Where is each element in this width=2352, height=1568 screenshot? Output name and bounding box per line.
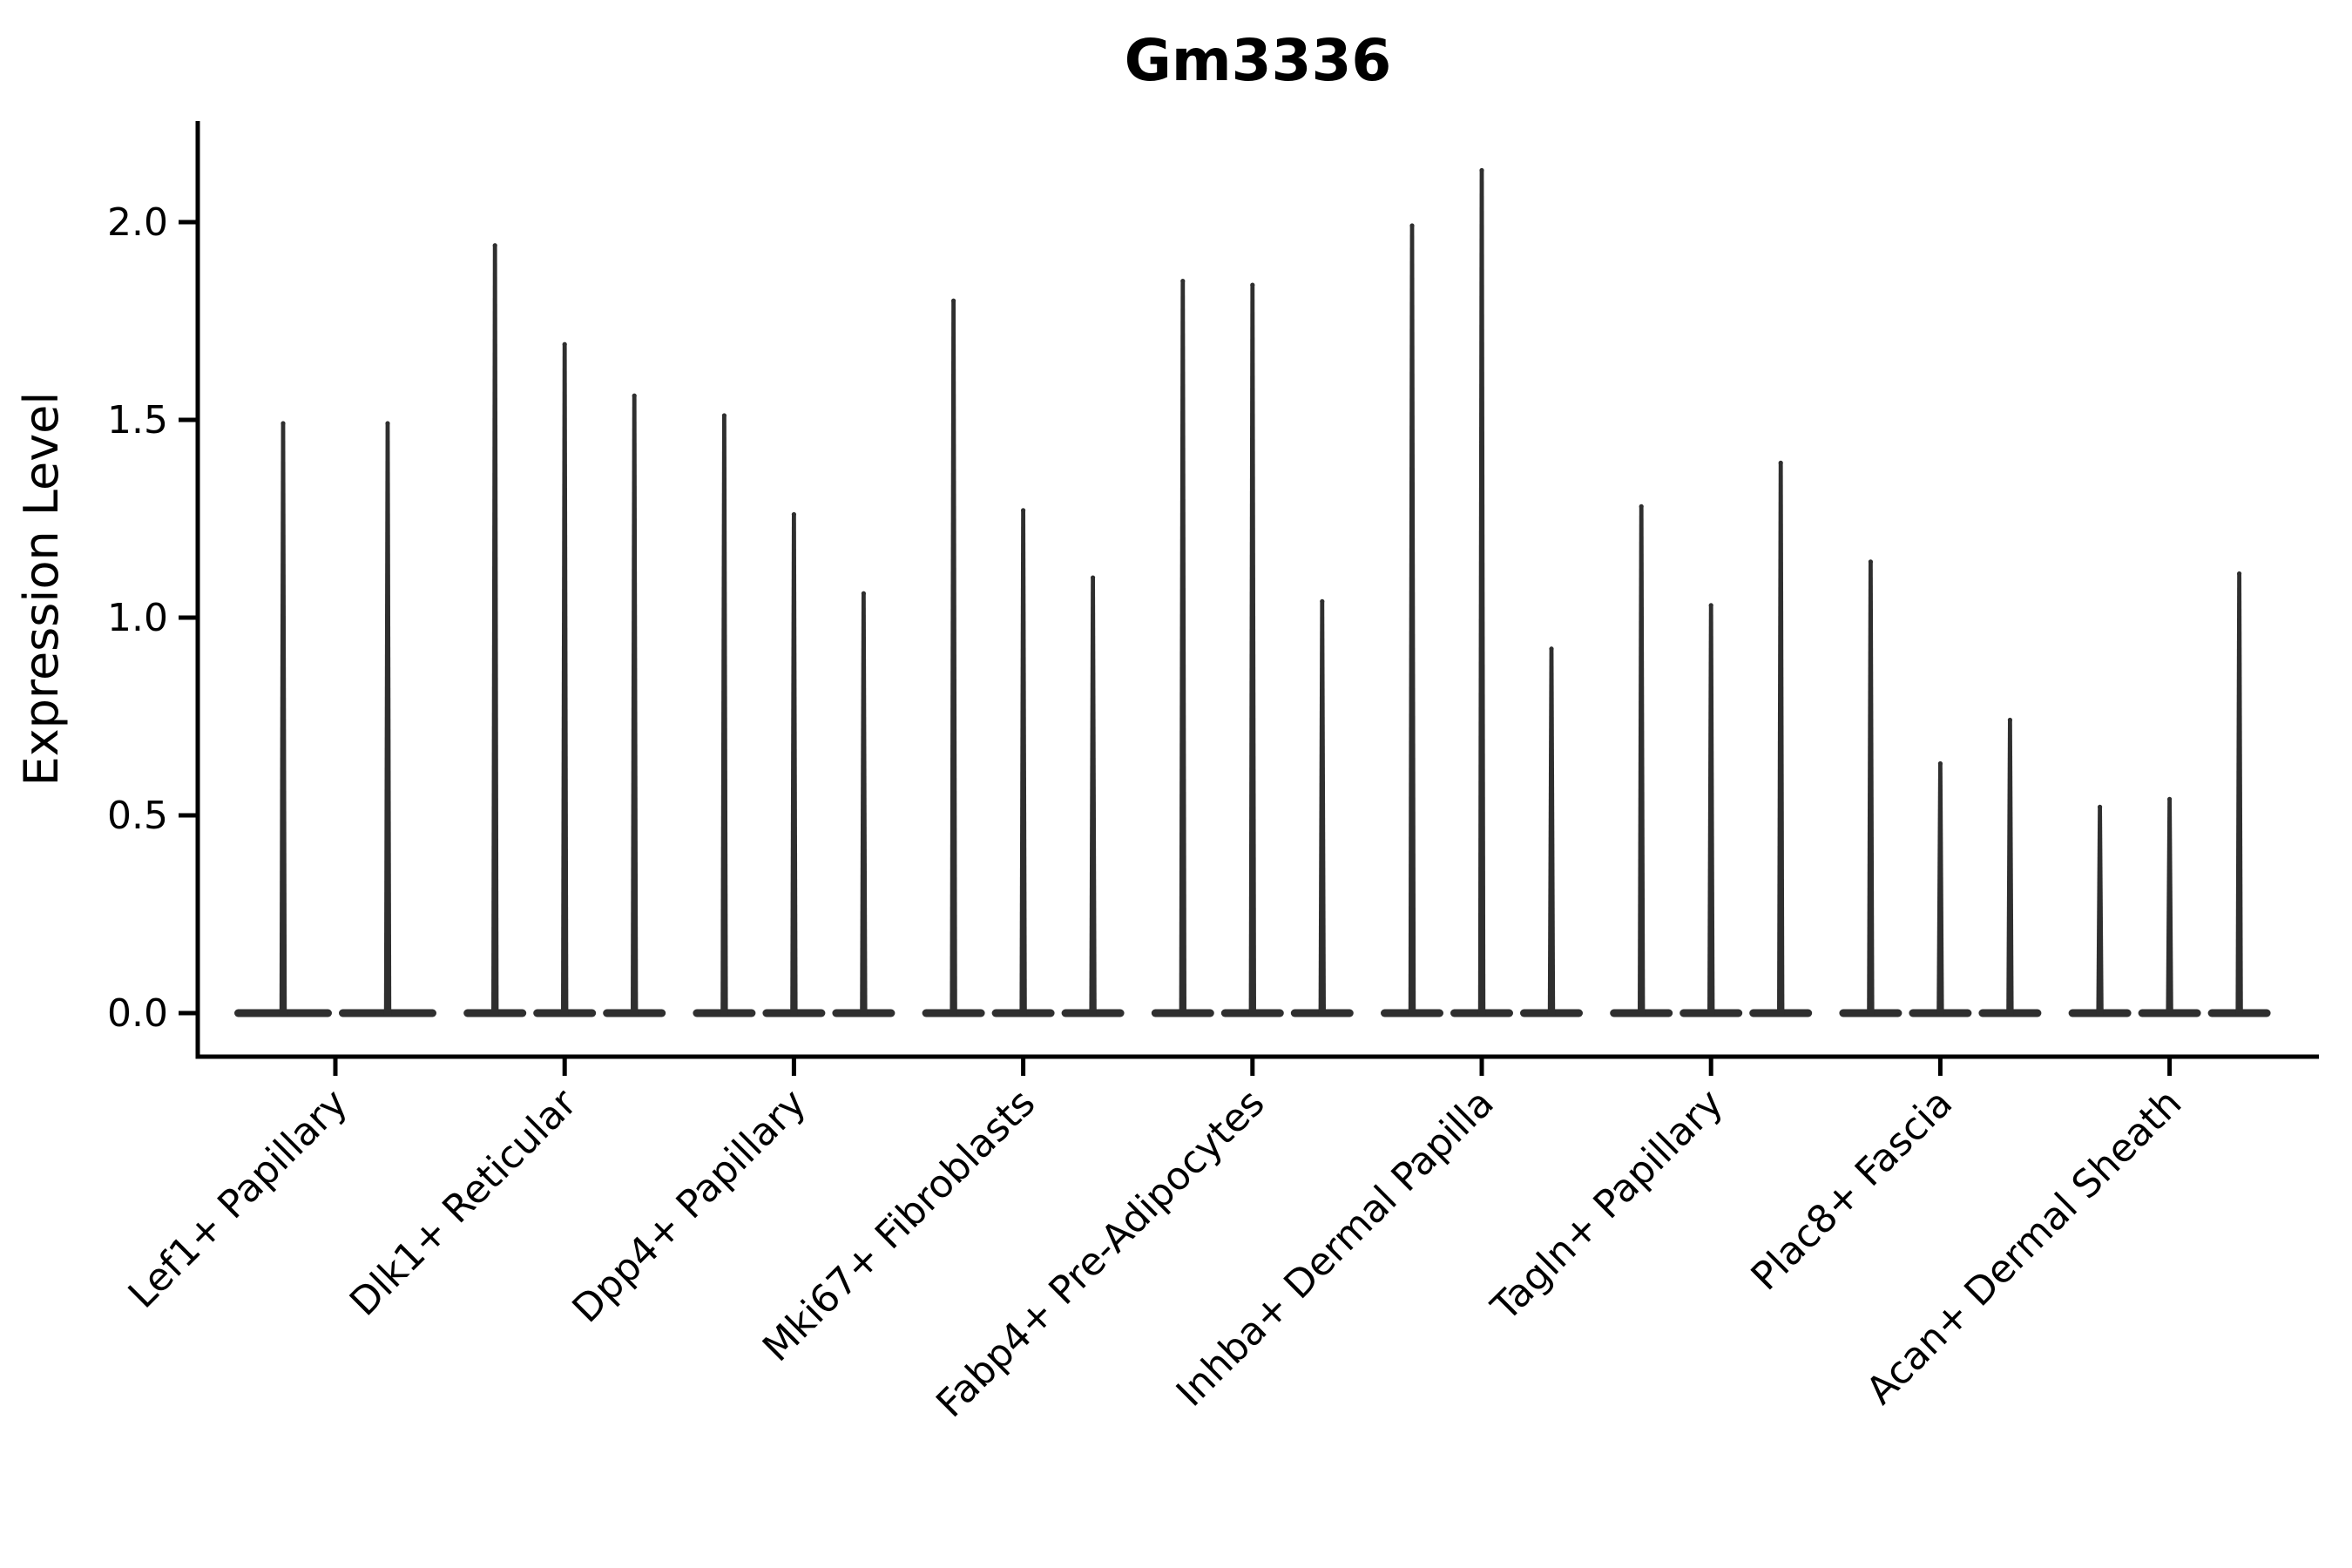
violin-spike (2096, 807, 2104, 1015)
violin-spike-tip (2237, 571, 2242, 577)
violin-spike (631, 395, 639, 1016)
violin-spike-tip (1409, 223, 1415, 228)
violin-spike (561, 344, 569, 1015)
violin-spike (720, 415, 728, 1015)
violin-spike (1408, 226, 1416, 1015)
violin-spike (2235, 573, 2243, 1015)
violin-spike-tip (1778, 460, 1783, 466)
violin-spike-tip (1868, 559, 1873, 564)
x-tick-label: Lef1+ Papillary (120, 1081, 356, 1317)
violin-spike-tip (1250, 282, 1255, 287)
violin-spike-tip (2098, 804, 2103, 809)
violin-spike (790, 514, 798, 1015)
violin-spike-tip (562, 341, 567, 347)
violin-spike (491, 245, 499, 1015)
violin-spike-tip (861, 591, 867, 596)
violin-spike-tip (1021, 508, 1026, 513)
violin-spike (1019, 510, 1027, 1015)
violin-spike (2166, 799, 2173, 1015)
violin-spike (1089, 578, 1097, 1015)
violin-spike (1867, 561, 1875, 1015)
y-tick-label: 1.0 (107, 596, 168, 640)
violin-spike-tip (1937, 760, 1943, 767)
violin-spike (1936, 763, 1944, 1015)
violin-spike (1179, 280, 1186, 1015)
violin-spike (1248, 285, 1256, 1016)
violin-spike-tip (632, 393, 637, 398)
violin-spike (1547, 648, 1556, 1015)
violin-spike (950, 301, 957, 1015)
violin-spike-tip (1180, 278, 1186, 284)
violin-spike-tip (2007, 717, 2012, 723)
y-tick-label: 2.0 (107, 200, 168, 245)
violin-spike (279, 423, 287, 1015)
violin-spike (1707, 605, 1715, 1015)
violin-spike (1477, 170, 1486, 1015)
violin-spike (1638, 506, 1646, 1015)
violin-spike-tip (1479, 167, 1484, 173)
violin-spike-tip (721, 413, 727, 418)
y-tick-label: 1.5 (107, 398, 168, 443)
x-tick-label: Tagln+ Papillary (1483, 1081, 1732, 1330)
x-tick-label: Dpp4+ Papillary (564, 1081, 815, 1332)
x-tick-label: Plac8+ Fascia (1743, 1081, 1962, 1300)
violin-spike (1777, 463, 1785, 1015)
violin-spike-tip (791, 511, 797, 517)
violin-spike (860, 593, 868, 1015)
violin-spike-tip (2167, 796, 2173, 801)
violin-spike (2006, 720, 2014, 1015)
y-tick-label: 0.5 (107, 794, 168, 838)
violin-spike-tip (1549, 646, 1554, 652)
violin-spike-tip (492, 243, 497, 248)
x-tick-label: Dlk1+ Reticular (341, 1080, 586, 1325)
chart-title: Gm3336 (1125, 27, 1392, 94)
violin-spike-tip (1320, 598, 1325, 604)
violin-spike (1318, 601, 1326, 1015)
violin-spike-tip (280, 421, 286, 426)
violin-spike-tip (1639, 504, 1644, 509)
violin-spike-tip (951, 298, 956, 303)
violin-spike (383, 423, 392, 1015)
y-tick-label: 0.0 (107, 991, 168, 1036)
violin-spike-tip (1708, 603, 1713, 608)
violin-spike-tip (385, 421, 390, 426)
violin-spike-tip (1091, 575, 1096, 580)
y-axis-label: Expression Level (14, 392, 69, 787)
